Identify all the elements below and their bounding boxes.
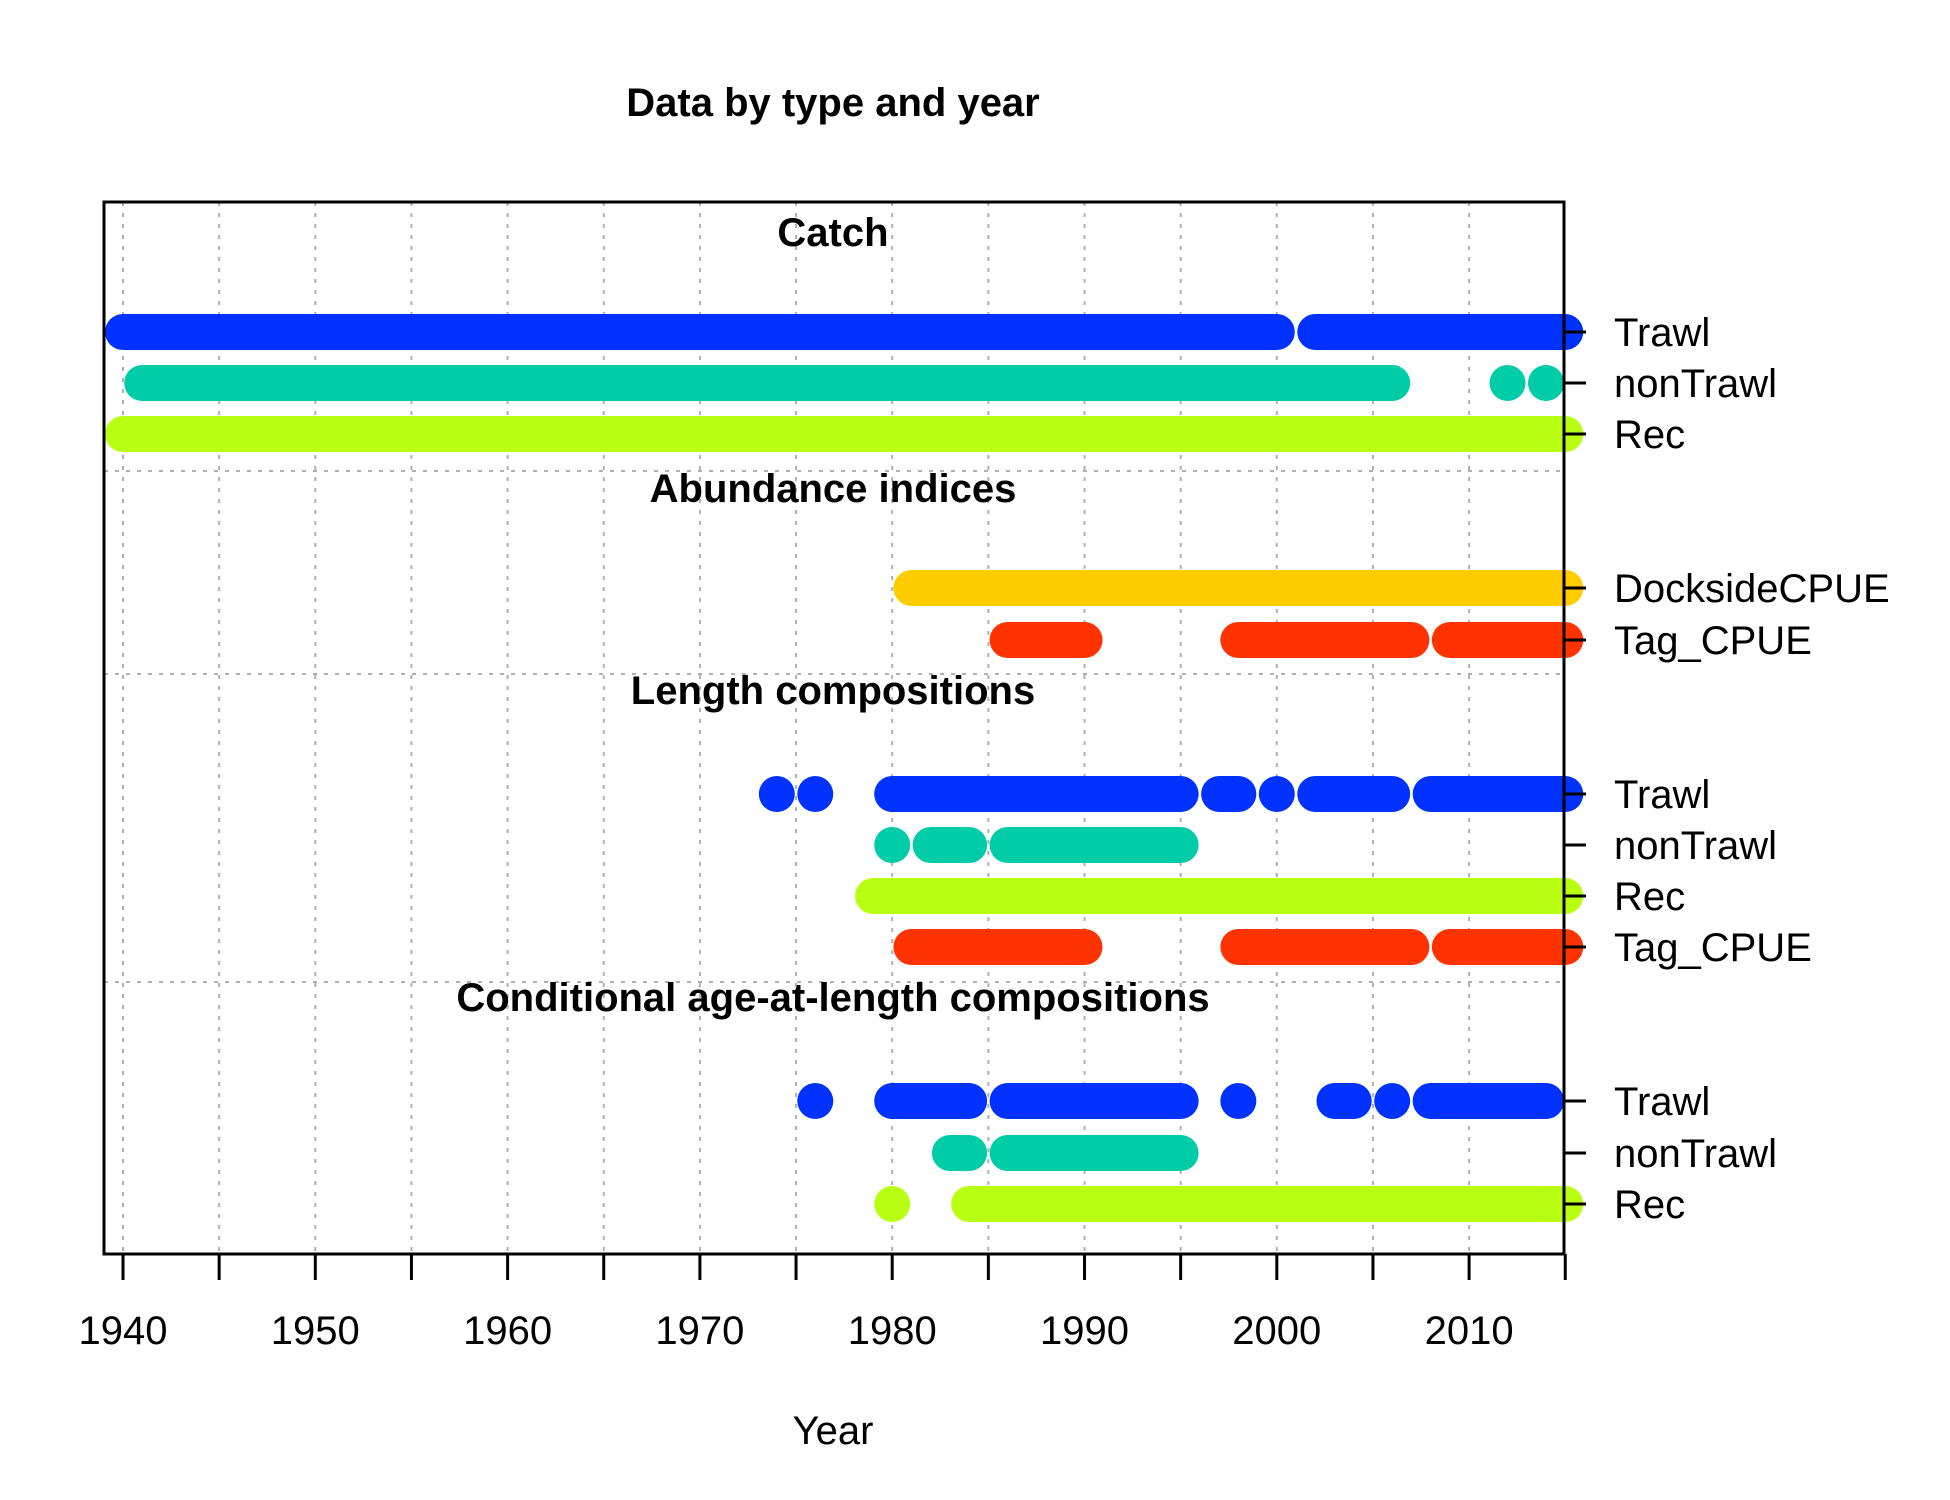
row-label: DocksideCPUE [1614, 567, 1890, 611]
section-title: Length compositions [631, 669, 1035, 713]
grid-layer [104, 202, 1564, 1254]
row-label: Rec [1614, 875, 1685, 919]
row-label: Rec [1614, 1183, 1685, 1227]
section-title: Conditional age-at-length compositions [456, 976, 1209, 1020]
plot-frame [102, 200, 1566, 1256]
row-label: nonTrawl [1614, 824, 1777, 868]
x-tick-label: 1980 [848, 1309, 937, 1353]
x-axis-label: Year [793, 1409, 874, 1453]
x-tick-label: 2010 [1425, 1309, 1514, 1353]
bars-layer [105, 314, 1584, 1222]
row-labels: Trawl nonTrawl Rec DocksideCPUE Tag_CPUE Traw… [1564, 311, 1890, 1227]
x-tick-label: 1950 [271, 1309, 360, 1353]
x-tick-label: 2000 [1232, 1309, 1321, 1353]
x-tick-label: 1960 [463, 1309, 552, 1353]
x-tick-label: 1990 [1040, 1309, 1129, 1353]
x-axis: 1940 1950 1960 1970 1980 1990 2000 2010 [79, 1254, 1567, 1353]
row-label: Trawl [1614, 1080, 1710, 1124]
x-tick-label: 1940 [79, 1309, 168, 1353]
section-title: Abundance indices [650, 467, 1017, 511]
row-label: Trawl [1614, 773, 1710, 817]
row-label: nonTrawl [1614, 1132, 1777, 1176]
section-title: Catch [777, 211, 888, 255]
row-label: nonTrawl [1614, 362, 1777, 406]
chart-title: Data by type and year [626, 81, 1040, 125]
row-label: Tag_CPUE [1614, 619, 1812, 663]
row-label: Tag_CPUE [1614, 926, 1812, 970]
section-titles: Catch Abundance indices Length composition… [456, 211, 1209, 1020]
row-label: Trawl [1614, 311, 1710, 355]
row-label: Rec [1614, 413, 1685, 457]
x-tick-label: 1970 [655, 1309, 744, 1353]
